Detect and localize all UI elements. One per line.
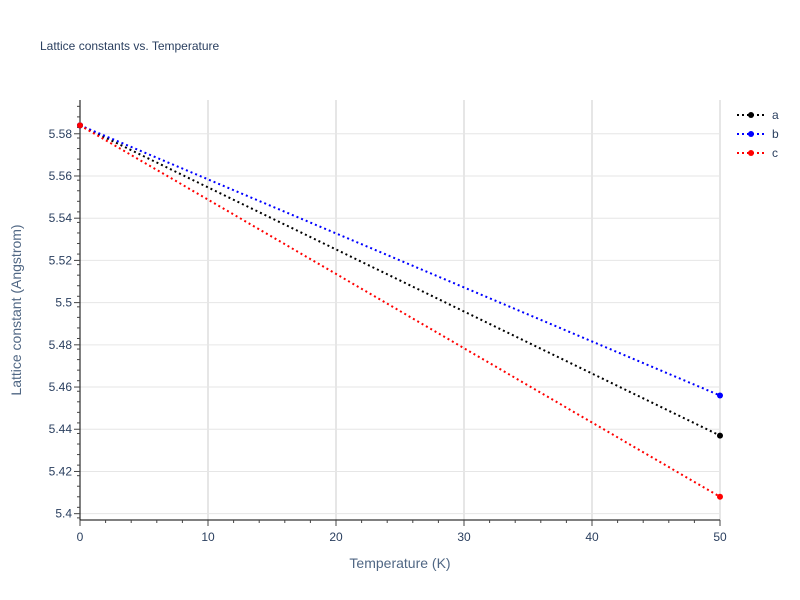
- legend-label: b: [772, 127, 779, 141]
- legend-label: a: [772, 108, 779, 122]
- x-tick-label: 50: [713, 530, 727, 544]
- x-tick-label: 40: [585, 530, 599, 544]
- y-tick-label: 5.5: [55, 296, 72, 310]
- legend-item-a[interactable]: a: [737, 108, 779, 122]
- x-tick-label: 10: [201, 530, 215, 544]
- chart-title: Lattice constants vs. Temperature: [40, 39, 220, 53]
- legend[interactable]: abc: [737, 108, 779, 160]
- series-line-a: [79, 124, 721, 437]
- y-tick-label: 5.54: [49, 211, 73, 225]
- series-line-c: [79, 124, 721, 498]
- x-tick-label: 30: [457, 530, 471, 544]
- y-tick-label: 5.48: [49, 338, 73, 352]
- grid: [80, 100, 721, 520]
- y-tick-label: 5.56: [49, 169, 73, 183]
- tick-labels: 0 10 20 30 40 50 5.4 5.42 5.44 5.46 5.48 5.5 5.52 5.5…: [49, 127, 727, 544]
- x-tick-label: 0: [77, 530, 84, 544]
- series-layer: [77, 122, 723, 500]
- series-line-b: [79, 124, 721, 397]
- legend-item-c[interactable]: c: [737, 146, 778, 160]
- x-tick-label: 20: [329, 530, 343, 544]
- series-point-c: [77, 122, 83, 129]
- legend-swatch-marker: [748, 150, 754, 156]
- y-tick-label: 5.52: [49, 253, 73, 267]
- y-tick-label: 5.4: [55, 507, 72, 521]
- y-tick-label: 5.46: [49, 380, 73, 394]
- y-tick-label: 5.44: [49, 422, 73, 436]
- series-point-c: [717, 493, 723, 500]
- y-tick-label: 5.58: [49, 127, 73, 141]
- legend-item-b[interactable]: b: [737, 127, 779, 141]
- legend-swatch-marker: [748, 112, 754, 118]
- y-tick-label: 5.42: [49, 464, 73, 478]
- x-axis-title: Temperature (K): [349, 555, 450, 571]
- series-point-a: [717, 432, 723, 439]
- axes: [74, 100, 721, 526]
- legend-swatch-marker: [748, 131, 754, 137]
- legend-label: c: [772, 146, 778, 160]
- y-axis-title: Lattice constant (Angstrom): [8, 224, 24, 395]
- series-point-b: [717, 392, 723, 399]
